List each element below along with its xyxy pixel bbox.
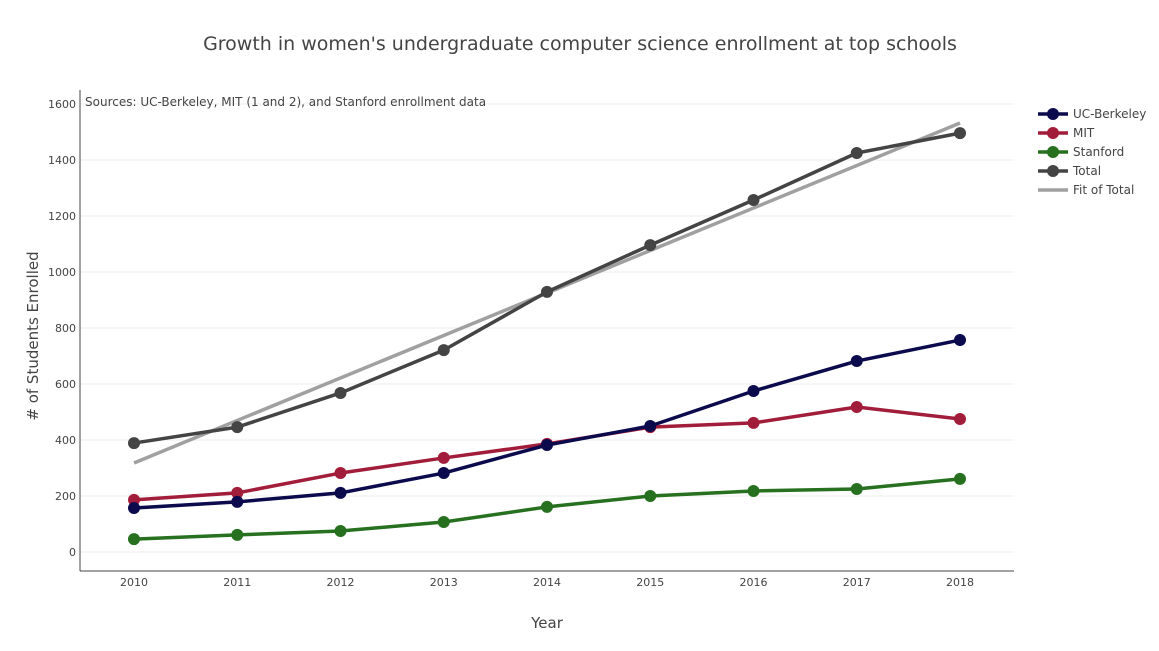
legend-label: UC-Berkeley (1073, 107, 1146, 121)
legend-label: Fit of Total (1073, 183, 1134, 197)
legend-marker (1047, 108, 1059, 120)
data-point[interactable] (850, 400, 863, 413)
data-point[interactable] (850, 355, 863, 368)
y-tick-label: 0 (69, 546, 76, 559)
legend-label: MIT (1073, 126, 1095, 140)
series-total (128, 127, 966, 450)
legend-label: Total (1072, 164, 1101, 178)
data-point[interactable] (747, 484, 760, 497)
legend-item[interactable]: Fit of Total (1038, 183, 1134, 197)
legend-marker (1047, 127, 1059, 139)
legend-item[interactable]: Total (1038, 164, 1101, 178)
legend: UC-Berkeley MIT Stanford Total Fit of Total (1038, 107, 1146, 197)
x-tick-label: 2013 (430, 576, 458, 589)
data-point[interactable] (541, 285, 553, 298)
y-tick-labels: 0 200 400 600 800 1000 1200 1400 1600 (48, 98, 76, 559)
data-point[interactable] (437, 516, 450, 529)
data-point[interactable] (644, 420, 657, 432)
y-tick-label: 1400 (48, 154, 76, 167)
legend-label: Stanford (1073, 145, 1124, 159)
data-point[interactable] (954, 472, 966, 485)
chart-title: Growth in women's undergraduate computer… (203, 33, 957, 55)
y-tick-label: 800 (55, 322, 76, 335)
data-point[interactable] (850, 483, 863, 495)
grid (80, 103, 1014, 553)
y-tick-label: 400 (55, 434, 76, 447)
data-point[interactable] (437, 467, 450, 480)
y-tick-label: 1600 (48, 98, 76, 111)
data-point[interactable] (128, 533, 140, 546)
y-tick-label: 600 (55, 378, 76, 391)
source-annotation: Sources: UC-Berkeley, MIT (1 and 2), and… (85, 95, 486, 109)
y-tick-label: 1200 (48, 210, 76, 223)
data-point[interactable] (644, 490, 657, 502)
x-tick-label: 2015 (636, 576, 664, 589)
data-point[interactable] (128, 437, 140, 450)
x-axis-label: Year (530, 614, 564, 632)
x-tick-label: 2016 (740, 576, 768, 589)
legend-marker (1047, 165, 1059, 177)
data-point[interactable] (954, 127, 966, 140)
data-point[interactable] (747, 385, 760, 397)
data-point[interactable] (954, 413, 966, 425)
data-point[interactable] (644, 239, 657, 252)
series-group (128, 121, 966, 546)
data-point[interactable] (437, 344, 450, 357)
series-line (133, 338, 961, 510)
data-point[interactable] (128, 502, 140, 515)
data-point[interactable] (954, 334, 966, 347)
data-point[interactable] (541, 500, 553, 513)
series-stanford (128, 472, 966, 546)
x-tick-label: 2010 (120, 576, 148, 589)
data-point[interactable] (437, 451, 450, 464)
x-tick-labels: 2010 2011 2012 2013 2014 2015 2016 2017 2018 (120, 576, 974, 589)
legend-marker (1047, 146, 1059, 158)
legend-item[interactable]: Stanford (1038, 145, 1124, 159)
data-point[interactable] (747, 416, 760, 429)
legend-item[interactable]: MIT (1038, 126, 1095, 140)
x-tick-label: 2012 (327, 576, 355, 589)
data-point[interactable] (231, 486, 244, 499)
data-point[interactable] (231, 528, 244, 541)
x-tick-label: 2011 (223, 576, 251, 589)
x-tick-label: 2014 (533, 576, 561, 589)
y-tick-label: 200 (55, 490, 76, 503)
data-point[interactable] (850, 147, 863, 159)
data-point[interactable] (334, 386, 347, 399)
y-tick-label: 1000 (48, 266, 76, 279)
data-point[interactable] (231, 421, 244, 434)
data-point[interactable] (747, 194, 760, 207)
data-point[interactable] (334, 486, 347, 499)
x-tick-label: 2018 (946, 576, 974, 589)
data-point[interactable] (541, 439, 553, 452)
data-point[interactable] (334, 525, 347, 537)
data-point[interactable] (231, 495, 244, 508)
series-uc-berkeley (128, 334, 966, 515)
y-axis-label: # of Students Enrolled (24, 251, 42, 420)
legend-item[interactable]: UC-Berkeley (1038, 107, 1146, 121)
x-tick-label: 2017 (843, 576, 871, 589)
data-point[interactable] (334, 467, 347, 480)
